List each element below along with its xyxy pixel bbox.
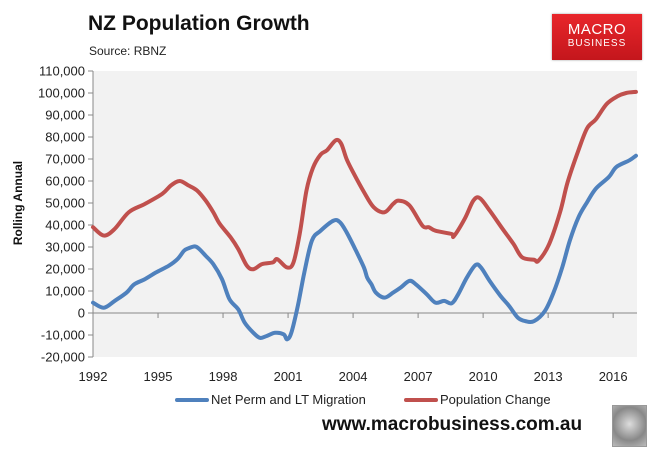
y-tick-label: 80,000 (45, 130, 85, 145)
y-tick-label: 40,000 (45, 218, 85, 233)
x-tick-label: 2001 (274, 369, 303, 384)
y-tick-label: 0 (78, 306, 85, 321)
x-tick-label: 2013 (534, 369, 563, 384)
y-tick-label: 60,000 (45, 174, 85, 189)
plot-area (93, 71, 637, 357)
x-tick-label: 2016 (599, 369, 628, 384)
x-tick-label: 2010 (469, 369, 498, 384)
y-tick-label: 10,000 (45, 284, 85, 299)
y-tick-label: -10,000 (41, 328, 85, 343)
y-tick-label: 100,000 (38, 86, 85, 101)
legend-item-population: Population Change (404, 392, 551, 407)
y-tick-label: 30,000 (45, 240, 85, 255)
y-tick-label: 20,000 (45, 262, 85, 277)
x-tick-label: 1995 (144, 369, 173, 384)
macrobusiness-logo: MACRO BUSINESS (552, 14, 642, 60)
y-axis-label: Rolling Annual (11, 160, 25, 246)
y-tick-label: -20,000 (41, 350, 85, 365)
website-url: www.macrobusiness.com.au (322, 414, 583, 435)
legend-swatch (175, 397, 209, 402)
y-tick-label: 90,000 (45, 108, 85, 123)
y-tick-label: 70,000 (45, 152, 85, 167)
legend-label: Population Change (440, 392, 551, 407)
wolf-logo-icon (612, 405, 647, 447)
logo-line1: MACRO (567, 21, 627, 38)
chart-title: NZ Population Growth (88, 12, 310, 35)
y-tick-label: 110,000 (39, 64, 85, 79)
logo-line2: BUSINESS (567, 38, 627, 49)
legend-swatch (404, 397, 438, 402)
series-line-migration (91, 153, 638, 342)
y-tick-label: 50,000 (45, 196, 85, 211)
line-chart: -20,000 -10,000 0 10,000 20,000 30,000 40,000 5… (38, 64, 638, 384)
legend-label: Net Perm and LT Migration (211, 392, 366, 407)
x-tick-label: 2004 (339, 369, 368, 384)
x-tick-label: 1998 (209, 369, 238, 384)
series-line-population-change (91, 89, 638, 272)
x-tick-label: 1992 (79, 369, 108, 384)
legend-item-migration: Net Perm and LT Migration (175, 392, 366, 407)
x-tick-label: 2007 (404, 369, 433, 384)
chart-source: Source: RBNZ (89, 44, 167, 58)
